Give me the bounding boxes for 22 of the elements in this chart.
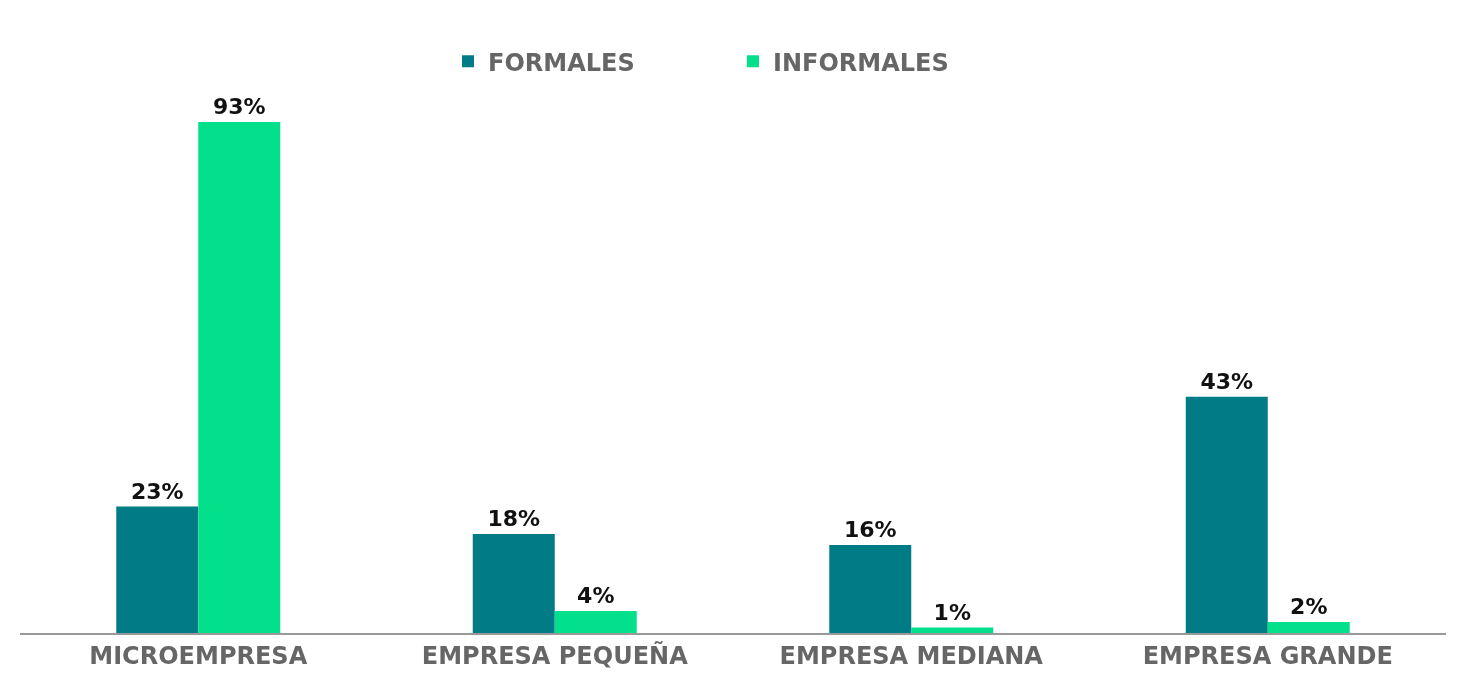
data-label: 43% <box>1200 368 1254 394</box>
bar <box>554 611 637 633</box>
data-label: 2% <box>1290 594 1328 620</box>
x-tick-label: EMPRESA GRANDE <box>1142 641 1393 670</box>
data-label: 1% <box>933 599 971 625</box>
x-tick-label: EMPRESA PEQUEÑA <box>421 640 689 670</box>
data-label: 18% <box>487 506 541 532</box>
legend-label: FORMALES <box>488 48 635 77</box>
bar <box>472 534 555 633</box>
x-tick-label: MICROEMPRESA <box>89 641 308 670</box>
data-label: 93% <box>212 93 266 119</box>
data-label: 16% <box>843 517 897 543</box>
data-label: 4% <box>577 583 615 609</box>
bar <box>1185 396 1268 633</box>
bar <box>116 506 199 633</box>
bar <box>1267 622 1350 633</box>
bar <box>198 121 281 633</box>
legend-label: INFORMALES <box>773 48 949 77</box>
x-tick-label: EMPRESA MEDIANA <box>779 641 1044 670</box>
bar <box>911 627 994 633</box>
bar <box>829 545 912 633</box>
data-label: 23% <box>130 478 184 504</box>
